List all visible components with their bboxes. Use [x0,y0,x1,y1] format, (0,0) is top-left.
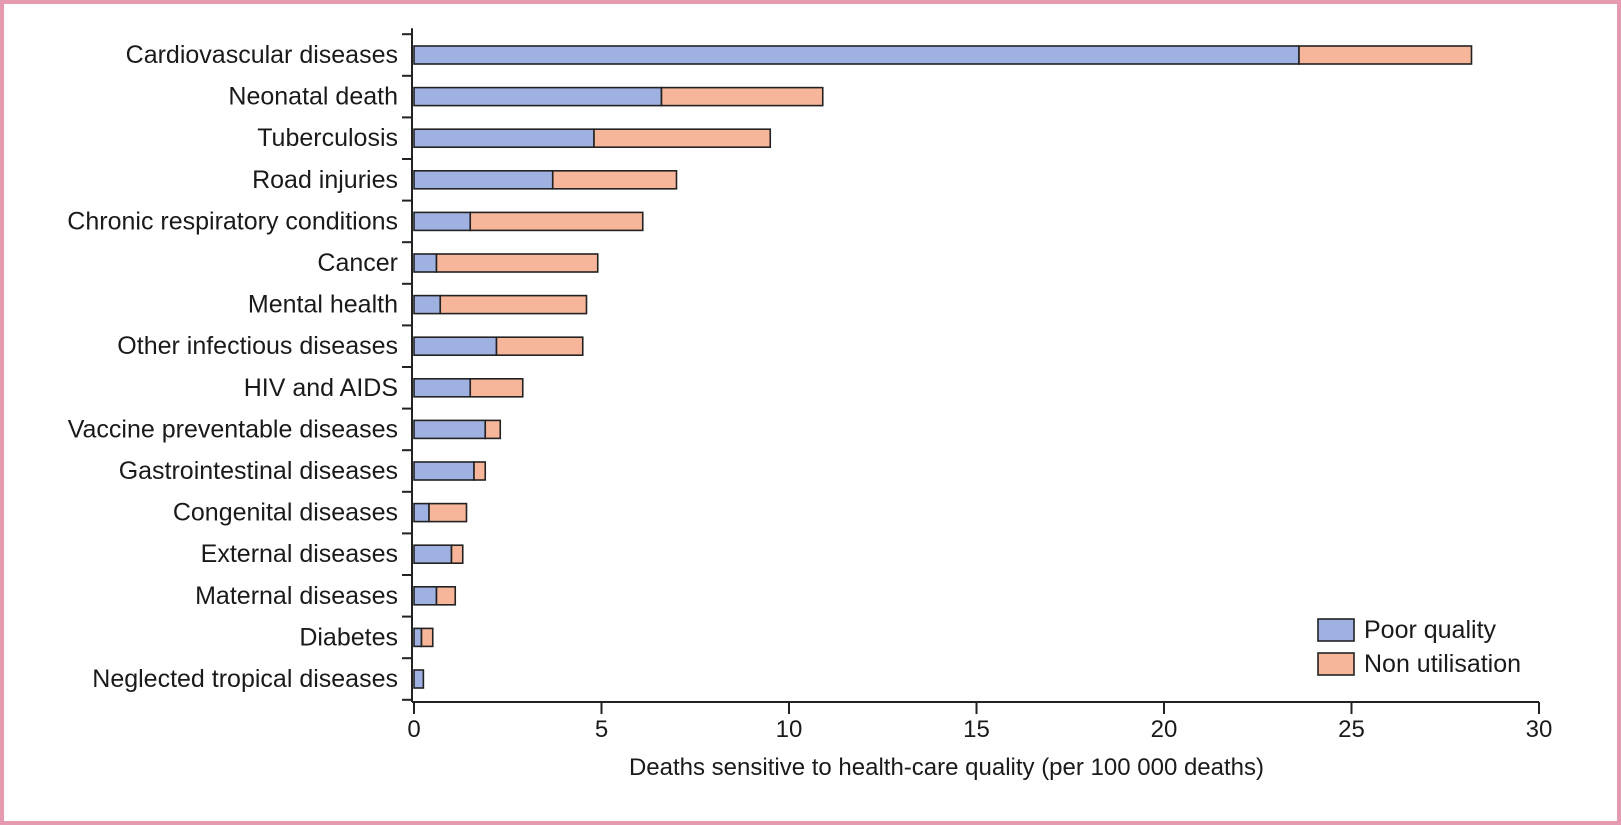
category-label: Mental health [248,291,398,319]
x-tick-label: 0 [407,716,420,743]
category-label: External diseases [201,540,398,568]
bar-segment-poor-quality [413,544,453,565]
bar-segment-poor-quality [413,170,554,190]
category-label: Other infectious diseases [117,332,398,360]
bar-segment-non-utilisation [435,585,457,606]
bar-segment-non-utilisation [1298,45,1473,65]
bar-segment-poor-quality [413,627,423,648]
category-label: Neglected tropical diseases [92,665,398,693]
bar-segment-non-utilisation [484,419,502,440]
category-label: Road injuries [252,166,398,194]
bar-segment-poor-quality [413,585,438,606]
bar-segment-non-utilisation [450,544,464,565]
bar-segment-poor-quality [413,211,472,232]
x-tick-label: 10 [776,716,803,743]
bar-segment-non-utilisation [420,627,434,648]
bars-group [413,45,1473,689]
bar-segment-non-utilisation [439,294,588,315]
category-label: Cancer [317,249,398,277]
bar-segment-non-utilisation [473,461,487,481]
category-label: Vaccine preventable diseases [68,415,398,443]
bar-segment-non-utilisation [660,86,824,107]
x-axis-title: Deaths sensitive to health-care quality … [629,754,1264,781]
bar-segment-poor-quality [413,461,475,481]
x-tick-label: 30 [1526,716,1553,743]
x-tick-label: 5 [595,716,608,743]
bar-segment-poor-quality [413,669,425,689]
x-tick-label: 25 [1338,716,1365,743]
category-label: HIV and AIDS [244,374,398,402]
axes-group: 0 5 10 15 20 25 30 [402,28,1552,743]
bar-segment-poor-quality [413,128,595,148]
bar-segment-poor-quality [413,419,487,440]
legend-swatch-poor-quality [1317,618,1355,642]
category-label: Neonatal death [228,83,398,111]
bar-segment-poor-quality [413,45,1300,65]
bar-segment-non-utilisation [593,128,772,148]
bar-segment-poor-quality [413,253,438,273]
category-labels: Cardiovascular diseases Neonatal death Tub… [67,41,398,693]
x-tick-label: 15 [963,716,990,743]
category-label: Maternal diseases [195,582,398,610]
bar-segment-non-utilisation [469,377,524,398]
x-tick-label: 20 [1151,716,1178,743]
bar-segment-non-utilisation [551,170,678,190]
bar-segment-poor-quality [413,336,498,357]
bar-segment-non-utilisation [428,502,468,523]
category-label: Cardiovascular diseases [126,41,398,69]
bar-segment-poor-quality [413,86,663,107]
bar-segment-non-utilisation [495,336,584,357]
bar-segment-non-utilisation [435,253,599,273]
category-label: Gastrointestinal diseases [119,457,398,485]
legend-label-non-utilisation: Non utilisation [1364,650,1521,678]
category-label: Congenital diseases [173,499,398,527]
bar-segment-poor-quality [413,294,442,315]
legend-swatch-non-utilisation [1317,652,1355,676]
bar-segment-non-utilisation [469,211,644,232]
legend: Poor quality Non utilisation [1317,616,1521,678]
category-label: Chronic respiratory conditions [67,207,398,235]
bar-segment-poor-quality [413,502,430,523]
category-label: Diabetes [299,623,398,651]
legend-label-poor-quality: Poor quality [1364,616,1497,644]
category-label: Tuberculosis [257,124,398,152]
bar-segment-poor-quality [413,377,472,398]
